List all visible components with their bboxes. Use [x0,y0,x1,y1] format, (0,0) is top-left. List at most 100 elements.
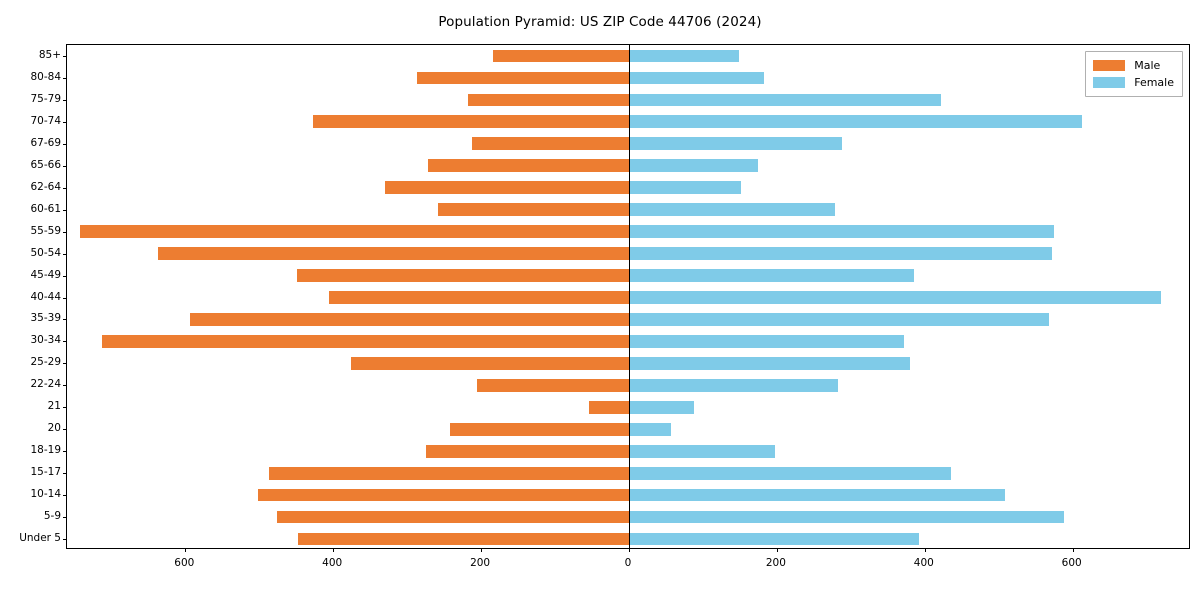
bar-male[interactable] [296,269,629,282]
bar-male[interactable] [467,93,629,107]
bar-female[interactable] [629,444,776,458]
bar-male[interactable] [328,291,629,304]
bar-male[interactable] [427,159,629,173]
bar-male[interactable] [312,115,629,129]
y-tick-label: 25-29 [30,356,61,369]
y-tick-mark [63,385,67,387]
bar-female[interactable] [629,400,695,414]
bar-female[interactable] [629,49,740,63]
y-tick-mark [63,363,67,365]
x-tick-label: 200 [470,557,491,569]
bar-male[interactable] [492,49,629,63]
chart-title: Population Pyramid: US ZIP Code 44706 (2… [438,14,762,30]
y-tick-mark [63,99,67,101]
chart-legend: Male Female [1085,51,1183,97]
x-tick-mark [481,548,483,552]
y-tick-mark [63,341,67,343]
y-tick-label: 18-19 [30,444,61,457]
bar-female[interactable] [629,159,758,173]
x-tick-mark [185,548,187,552]
y-tick-mark [63,143,67,145]
y-tick-mark [63,77,67,79]
bar-male[interactable] [257,488,629,502]
bar-male[interactable] [425,444,629,458]
bar-row [67,422,1189,436]
bar-female[interactable] [629,422,672,436]
bar-female[interactable] [629,247,1052,260]
y-tick-mark [63,495,67,497]
y-tick-mark [63,165,67,167]
y-tick-mark [63,297,67,299]
bar-female[interactable] [629,93,942,107]
bar-female[interactable] [629,225,1055,238]
y-tick-label: 22-24 [30,378,61,391]
bar-row [67,313,1189,326]
x-tick-label: 200 [765,557,786,569]
bar-female[interactable] [629,137,842,151]
bar-row [67,93,1189,107]
bar-female[interactable] [629,181,742,195]
bar-female[interactable] [629,115,1083,129]
bar-female[interactable] [629,357,910,370]
bar-male[interactable] [450,422,629,436]
x-tick-mark [924,548,926,552]
bar-row [67,532,1189,546]
legend-item-female[interactable]: Female [1093,74,1174,91]
bar-male[interactable] [476,378,629,392]
bar-female[interactable] [629,71,764,85]
bar-row [67,225,1189,238]
bar-male[interactable] [438,203,629,217]
bar-female[interactable] [629,532,919,546]
bar-female[interactable] [629,335,905,348]
bar-row [67,181,1189,195]
legend-label-female: Female [1134,76,1174,89]
bar-row [67,400,1189,414]
bar-female[interactable] [629,269,914,282]
x-tick-mark [333,548,335,552]
y-tick-label: 20 [47,422,61,435]
bar-male[interactable] [157,247,629,260]
bar-female[interactable] [629,203,835,217]
bar-row [67,510,1189,524]
y-tick-mark [63,539,67,541]
bar-male[interactable] [102,335,629,348]
y-tick-label: 5-9 [43,510,61,523]
bar-row [67,71,1189,85]
x-tick-label: 600 [174,557,195,569]
bar-female[interactable] [629,510,1064,524]
bar-row [67,137,1189,151]
y-tick-mark [63,209,67,211]
bar-male[interactable] [472,137,629,151]
legend-label-male: Male [1134,59,1161,72]
y-tick-label: 67-69 [30,136,61,149]
bar-row [67,444,1189,458]
y-tick-mark [63,429,67,431]
bar-male[interactable] [589,400,629,414]
bar-female[interactable] [629,313,1050,326]
bar-female[interactable] [629,378,839,392]
bar-male[interactable] [79,225,629,238]
bar-male[interactable] [268,466,629,480]
bar-female[interactable] [629,488,1005,502]
bar-male[interactable] [350,357,629,370]
x-tick-mark [776,548,778,552]
legend-item-male[interactable]: Male [1093,57,1174,74]
bar-male[interactable] [416,71,629,85]
bar-female[interactable] [629,291,1161,304]
bar-female[interactable] [629,466,951,480]
bar-male[interactable] [384,181,629,195]
bar-male[interactable] [277,510,629,524]
bar-male[interactable] [297,532,629,546]
y-tick-label: 15-17 [30,466,61,479]
bar-row [67,357,1189,370]
y-tick-mark [63,517,67,519]
bar-male[interactable] [189,313,629,326]
x-tick-mark [1072,548,1074,552]
y-tick-label: 85+ [38,48,61,61]
bar-row [67,378,1189,392]
y-tick-mark [63,253,67,255]
y-tick-label: 55-59 [30,224,61,237]
y-tick-mark [63,187,67,189]
bar-row [67,466,1189,480]
